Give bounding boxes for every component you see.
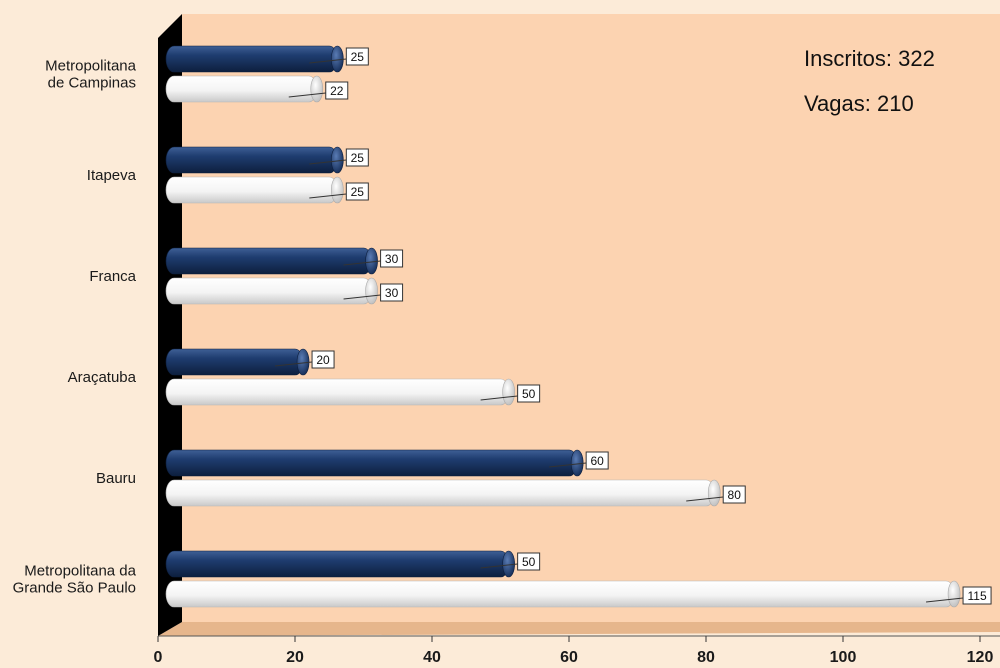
bar-2-0 xyxy=(165,247,378,275)
x-tick-1: 20 xyxy=(286,636,304,666)
svg-text:60: 60 xyxy=(560,649,578,666)
axis-wall xyxy=(158,14,182,636)
svg-text:60: 60 xyxy=(590,454,604,468)
data-label-1-0: 25 xyxy=(309,148,369,167)
plot-floor xyxy=(158,622,1000,636)
x-axis: 0 20 40 60 80 100 120 xyxy=(154,636,994,666)
svg-text:80: 80 xyxy=(697,649,715,666)
bar-3-1 xyxy=(165,378,515,406)
x-tick-2: 40 xyxy=(423,636,441,666)
bar-1-1 xyxy=(165,176,344,204)
data-label-0-0: 25 xyxy=(309,47,369,66)
annotation-vagas: Vagas: 210 xyxy=(804,91,914,116)
svg-text:25: 25 xyxy=(351,151,365,165)
data-label-0-1: 22 xyxy=(288,81,349,100)
category-label-4: Bauru xyxy=(96,470,136,487)
bar-5-0 xyxy=(165,550,515,578)
svg-text:0: 0 xyxy=(154,649,163,666)
data-label-1-1: 25 xyxy=(309,182,369,201)
svg-text:25: 25 xyxy=(351,50,365,64)
data-label-5-0: 50 xyxy=(480,552,541,571)
svg-text:120: 120 xyxy=(967,649,994,666)
data-label-5-1: 115 xyxy=(926,586,992,605)
y-axis: Metropolitana de Campinas Itapeva Franca Ara… xyxy=(13,58,137,597)
data-label-3-1: 50 xyxy=(480,384,541,403)
annotation-inscritos: Inscritos: 322 xyxy=(804,46,935,71)
svg-text:50: 50 xyxy=(522,387,536,401)
data-label-3-0: 20 xyxy=(275,350,335,369)
x-tick-5: 100 xyxy=(830,636,857,666)
data-label-4-0: 60 xyxy=(549,451,609,470)
x-tick-0: 0 xyxy=(154,636,163,666)
labels-layer: 25 22 25 25 30 30 20 50 60 80 50 115 xyxy=(275,47,992,605)
svg-text:115: 115 xyxy=(967,589,986,603)
bar-1-0 xyxy=(165,146,344,174)
data-label-2-0: 30 xyxy=(343,249,404,268)
category-label-2: Franca xyxy=(89,268,136,285)
bar-3-0 xyxy=(165,348,310,376)
bar-4-0 xyxy=(165,449,584,477)
x-tick-6: 120 xyxy=(967,636,994,666)
bar-5-1 xyxy=(165,580,961,608)
svg-text:25: 25 xyxy=(351,185,365,199)
svg-text:50: 50 xyxy=(522,555,536,569)
svg-text:40: 40 xyxy=(423,649,441,666)
bar-0-0 xyxy=(165,45,344,73)
bar-4-1 xyxy=(165,479,721,507)
svg-text:30: 30 xyxy=(385,286,399,300)
bars-layer xyxy=(165,45,961,608)
x-tick-3: 60 xyxy=(560,636,578,666)
category-label-1: Itapeva xyxy=(87,167,137,184)
svg-text:30: 30 xyxy=(385,252,399,266)
svg-text:22: 22 xyxy=(330,84,344,98)
category-label-0: Metropolitana de Campinas xyxy=(45,58,137,92)
svg-text:20: 20 xyxy=(316,353,330,367)
bar-2-1 xyxy=(165,277,378,305)
category-label-3: Araçatuba xyxy=(68,369,137,386)
bar-0-1 xyxy=(165,75,324,103)
category-label-5: Metropolitana da Grande São Paulo xyxy=(13,563,137,597)
svg-text:20: 20 xyxy=(286,649,304,666)
svg-text:100: 100 xyxy=(830,649,857,666)
data-label-4-1: 80 xyxy=(686,485,746,504)
x-tick-4: 80 xyxy=(697,636,715,666)
svg-text:80: 80 xyxy=(728,488,742,502)
data-label-2-1: 30 xyxy=(343,283,404,302)
